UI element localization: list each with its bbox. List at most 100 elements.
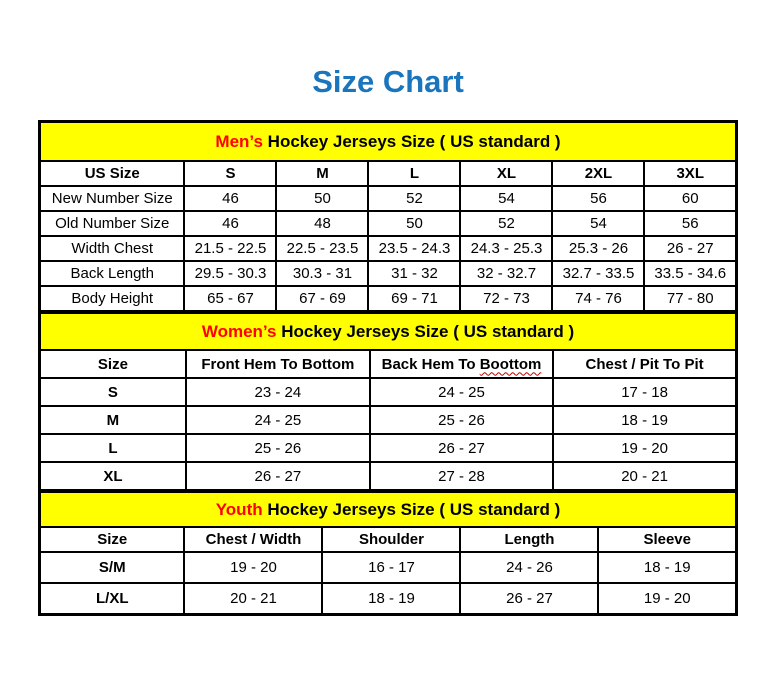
mens-banner-row: Men’s Hockey Jerseys Size ( US standard … [38,120,738,162]
mens-size-table: Men’s Hockey Jerseys Size ( US standard … [38,120,738,313]
youth-header-length: Length [459,526,600,553]
womens-header-chest: Chest / Pit To Pit [552,349,738,379]
mens-header-row: US Size S M L XL 2XL 3XL [38,160,738,187]
cell: 69 - 71 [367,285,462,313]
mens-header-2xl: 2XL [551,160,646,187]
row-label: S [38,377,187,407]
cell: 17 - 18 [552,377,738,407]
cell: 56 [551,185,646,212]
womens-row-l: L 25 - 26 26 - 27 19 - 20 [38,433,738,463]
cell: 32 - 32.7 [459,260,554,287]
youth-banner: Youth Hockey Jerseys Size ( US standard … [38,490,738,528]
cell: 54 [459,185,554,212]
youth-row-lxl: L/XL 20 - 21 18 - 19 26 - 27 19 - 20 [38,582,738,616]
mens-header-s: S [183,160,278,187]
mens-header-us-size: US Size [38,160,186,187]
cell: 65 - 67 [183,285,278,313]
womens-header-row: Size Front Hem To Bottom Back Hem To Boo… [38,349,738,379]
cell: 24 - 25 [368,377,555,407]
cell: 54 [551,210,646,237]
cell: 48 [275,210,370,237]
womens-row-xl: XL 26 - 27 27 - 28 20 - 21 [38,461,738,492]
cell: 16 - 17 [321,551,462,584]
cell: 26 - 27 [459,582,600,616]
womens-header-back-hem: Back Hem To Boottom [368,349,555,379]
back-hem-label-prefix: Back Hem To [381,355,480,373]
mens-banner: Men’s Hockey Jerseys Size ( US standard … [38,120,738,162]
mens-row-back-length: Back Length 29.5 - 30.3 30.3 - 31 31 - 3… [38,260,738,287]
womens-header-size: Size [38,349,187,379]
cell: 46 [183,210,278,237]
womens-size-table: Women’s Hockey Jerseys Size ( US standar… [38,311,738,492]
womens-row-s: S 23 - 24 24 - 25 17 - 18 [38,377,738,407]
cell: 19 - 20 [597,582,738,616]
cell: 24 - 26 [459,551,600,584]
page-title: Size Chart [312,64,464,99]
mens-row-width-chest: Width Chest 21.5 - 22.5 22.5 - 23.5 23.5… [38,235,738,262]
cell: 19 - 20 [552,433,738,463]
cell: 18 - 19 [321,582,462,616]
cell: 33.5 - 34.6 [643,260,738,287]
womens-banner-text: Hockey Jerseys Size ( US standard ) [276,321,575,341]
cell: 46 [183,185,278,212]
cell: 18 - 19 [597,551,738,584]
youth-header-shoulder: Shoulder [321,526,462,553]
mens-header-xl: XL [459,160,554,187]
size-chart-tables: Men’s Hockey Jerseys Size ( US standard … [38,120,738,616]
youth-header-size: Size [38,526,186,553]
mens-header-3xl: 3XL [643,160,738,187]
youth-size-table: Youth Hockey Jerseys Size ( US standard … [38,490,738,616]
cell: 32.7 - 33.5 [551,260,646,287]
row-label: L/XL [38,582,186,616]
cell: 23.5 - 24.3 [367,235,462,262]
cell: 27 - 28 [368,461,555,492]
cell: 77 - 80 [643,285,738,313]
cell: 20 - 21 [183,582,324,616]
cell: 25 - 26 [184,433,371,463]
youth-banner-text: Hockey Jerseys Size ( US standard ) [262,499,561,519]
cell: 26 - 27 [184,461,371,492]
mens-header-m: M [275,160,370,187]
youth-header-sleeve: Sleeve [597,526,738,553]
youth-header-row: Size Chest / Width Shoulder Length Sleev… [38,526,738,553]
womens-banner-row: Women’s Hockey Jerseys Size ( US standar… [38,311,738,351]
cell: 21.5 - 22.5 [183,235,278,262]
cell: 67 - 69 [275,285,370,313]
youth-row-sm: S/M 19 - 20 16 - 17 24 - 26 18 - 19 [38,551,738,584]
back-hem-misspelled-word: Boottom [479,355,542,373]
row-label: S/M [38,551,186,584]
mens-row-old-number-size: Old Number Size 46 48 50 52 54 56 [38,210,738,237]
cell: 20 - 21 [552,461,738,492]
cell: 52 [367,185,462,212]
cell: 56 [643,210,738,237]
mens-banner-highlight: Men’s [215,131,263,151]
cell: 50 [367,210,462,237]
mens-row-body-height: Body Height 65 - 67 67 - 69 69 - 71 72 -… [38,285,738,313]
cell: 23 - 24 [184,377,371,407]
cell: 25.3 - 26 [551,235,646,262]
mens-header-l: L [367,160,462,187]
cell: 52 [459,210,554,237]
cell: 60 [643,185,738,212]
row-label: Back Length [38,260,186,287]
womens-row-m: M 24 - 25 25 - 26 18 - 19 [38,405,738,435]
row-label: M [38,405,187,435]
cell: 26 - 27 [368,433,555,463]
row-label: XL [38,461,187,492]
cell: 72 - 73 [459,285,554,313]
youth-header-chest-width: Chest / Width [183,526,324,553]
mens-row-new-number-size: New Number Size 46 50 52 54 56 60 [38,185,738,212]
womens-header-front-hem: Front Hem To Bottom [184,349,371,379]
cell: 26 - 27 [643,235,738,262]
cell: 30.3 - 31 [275,260,370,287]
row-label: New Number Size [38,185,186,212]
cell: 31 - 32 [367,260,462,287]
cell: 29.5 - 30.3 [183,260,278,287]
youth-banner-row: Youth Hockey Jerseys Size ( US standard … [38,490,738,528]
youth-banner-highlight: Youth [215,499,263,519]
row-label: Old Number Size [38,210,186,237]
cell: 24 - 25 [184,405,371,435]
cell: 74 - 76 [551,285,646,313]
row-label: Width Chest [38,235,186,262]
